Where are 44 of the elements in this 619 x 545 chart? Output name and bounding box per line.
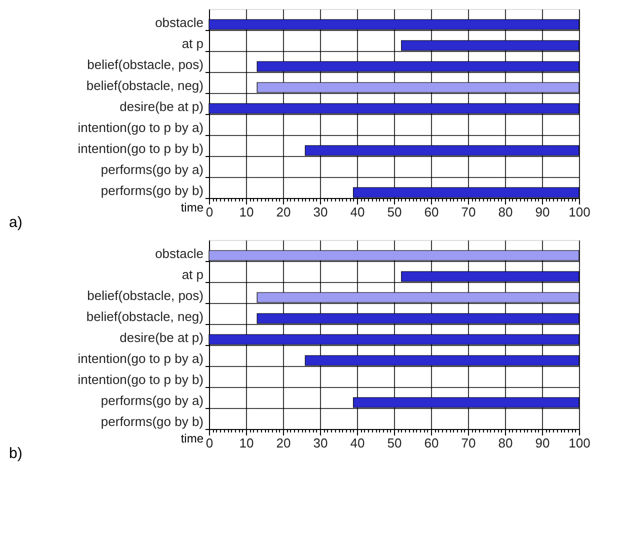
x-tick-label: 50 bbox=[387, 204, 402, 220]
y-tick-label: belief(obstacle, pos) bbox=[87, 57, 204, 72]
text: a) bbox=[9, 214, 22, 231]
y-tick-label: intention(go to p by b) bbox=[78, 372, 204, 387]
y-tick-label: performs(go by a) bbox=[100, 393, 204, 408]
y-tick-label: belief(obstacle, neg) bbox=[86, 78, 204, 93]
x-tick-label: 20 bbox=[276, 204, 291, 220]
x-tick-label: 30 bbox=[313, 436, 328, 450]
x-axis-title: time bbox=[180, 432, 204, 446]
x-tick-label: 0 bbox=[206, 204, 214, 220]
y-tick-label: intention(go to p by a) bbox=[78, 120, 204, 135]
y-tick-label: intention(go to p by b) bbox=[78, 141, 204, 156]
y-tick-label: performs(go by b) bbox=[100, 414, 204, 429]
x-tick-label: 50 bbox=[387, 436, 402, 450]
x-tick-label: 100 bbox=[568, 436, 590, 450]
text: b) bbox=[9, 445, 22, 462]
y-tick-label: belief(obstacle, pos) bbox=[87, 288, 204, 303]
x-tick-label: 30 bbox=[313, 204, 328, 220]
x-axis-title: time bbox=[180, 200, 204, 214]
y-tick-label: at p bbox=[182, 267, 204, 282]
y-tick-label: intention(go to p by a) bbox=[78, 351, 204, 366]
x-tick-label: 70 bbox=[461, 204, 476, 220]
x-tick-label: 60 bbox=[424, 436, 439, 450]
x-tick-label: 10 bbox=[239, 436, 254, 450]
y-tick-label: obstacle bbox=[155, 15, 204, 30]
x-tick-label: 40 bbox=[350, 436, 365, 450]
y-tick-label: obstacle bbox=[155, 246, 204, 261]
y-tick-label: performs(go by a) bbox=[100, 162, 204, 177]
x-tick-label: 0 bbox=[206, 436, 214, 450]
y-tick-label: desire(be at p) bbox=[120, 330, 204, 345]
x-tick-label: 60 bbox=[424, 204, 439, 220]
x-tick-label: 10 bbox=[239, 204, 254, 220]
x-tick-label: 20 bbox=[276, 436, 291, 450]
x-tick-label: 80 bbox=[498, 204, 513, 220]
y-tick-label: at p bbox=[182, 36, 204, 51]
x-tick-label: 100 bbox=[568, 204, 590, 220]
x-tick-label: 80 bbox=[498, 436, 513, 450]
y-tick-label: belief(obstacle, neg) bbox=[86, 309, 204, 324]
x-tick-label: 70 bbox=[461, 436, 476, 450]
y-tick-label: performs(go by b) bbox=[100, 183, 204, 198]
x-tick-label: 90 bbox=[535, 436, 550, 450]
x-tick-label: 90 bbox=[535, 204, 550, 220]
x-tick-label: 40 bbox=[350, 204, 365, 220]
y-tick-label: desire(be at p) bbox=[120, 99, 204, 114]
